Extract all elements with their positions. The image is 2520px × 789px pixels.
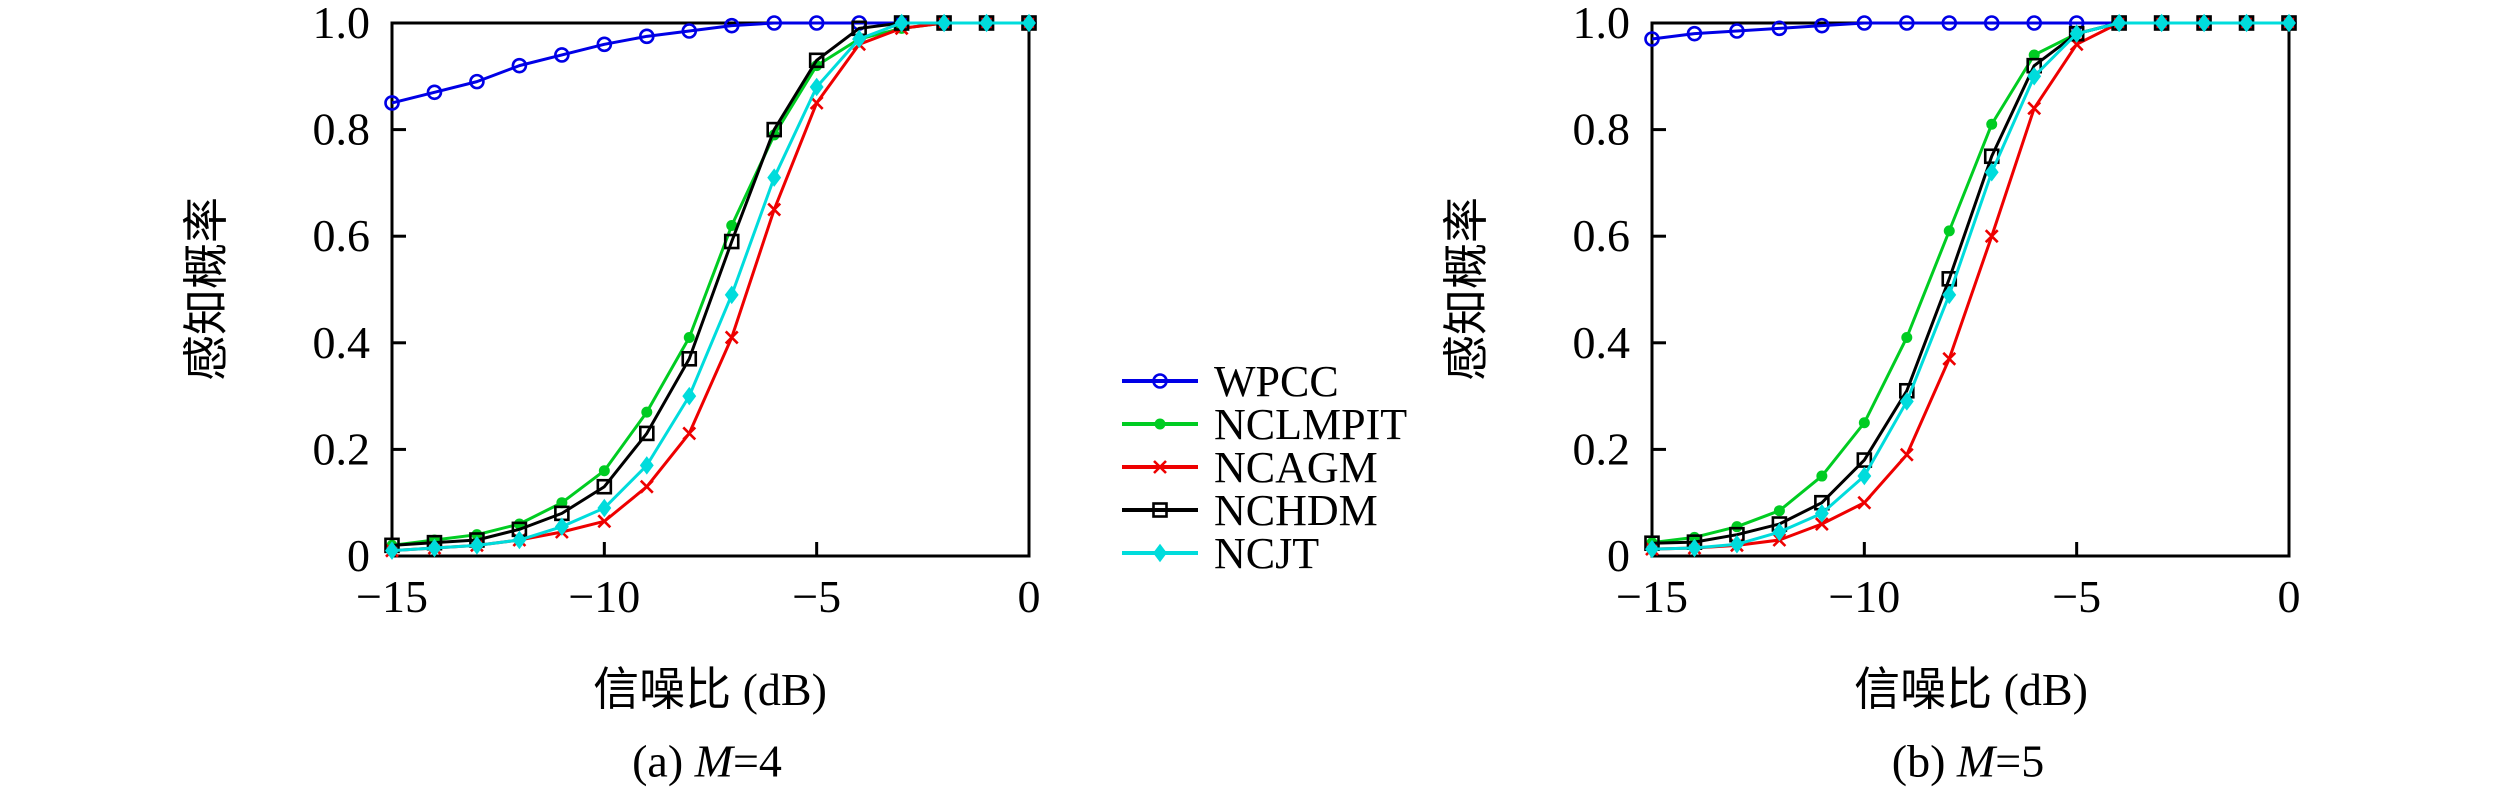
x-axis-label-left-chart: 信噪比 (dB)	[593, 664, 827, 715]
x-tick-label: −10	[568, 571, 640, 622]
caption-variable: M	[1956, 735, 1996, 787]
legend-label: NCLMPIT	[1214, 400, 1408, 449]
series-ncjt	[1645, 13, 2296, 559]
y-tick-label: 0.2	[313, 423, 371, 474]
y-tick-label: 0.2	[1573, 423, 1631, 474]
diamond-filled-legend-icon	[1122, 543, 1198, 563]
legend-label: WPCC	[1214, 357, 1339, 406]
series-ncjt	[385, 13, 1036, 560]
x-tick-label: −5	[2052, 571, 2101, 622]
caption-prefix: (a)	[632, 735, 695, 787]
caption-suffix: =4	[732, 735, 782, 787]
y-tick-label: 0	[1607, 530, 1630, 581]
legend-item-ncjt: NCJT	[1120, 529, 1407, 578]
square-open-legend-icon	[1122, 502, 1198, 518]
x-tick-label: −15	[1616, 571, 1688, 622]
y-axis-label-left-chart: 感知概率	[181, 197, 232, 381]
caption-prefix: (b)	[1891, 735, 1957, 787]
legend-label: NCHDM	[1214, 486, 1378, 535]
x-axis-label-right-chart: 信噪比 (dB)	[1854, 664, 2088, 715]
legend-label: NCJT	[1214, 529, 1320, 578]
y-axis-label-right-chart: 感知概率	[1441, 197, 1492, 381]
chart-m4-plot: 0 0.2 0.4 0.6 0.8 1.0 −15 −10 −5 0	[313, 0, 1041, 622]
chart-m5-plot: 0 0.2 0.4 0.6 0.8 1.0 −15 −10 −5 0	[1573, 0, 2301, 622]
x-tick-label: −5	[792, 571, 841, 622]
y-tick-label: 0.8	[1573, 104, 1631, 155]
y-tick-label: 0.4	[313, 317, 371, 368]
series-nclmpit	[386, 17, 1035, 551]
y-tick-label: 0.4	[1573, 317, 1631, 368]
y-tick-label: 0.6	[313, 210, 371, 261]
legend: WPCC NCLMPIT NCAGM NCHDM NCJT	[1120, 357, 1408, 578]
y-tick-label: 1.0	[313, 0, 371, 48]
legend-item-wpcc: WPCC	[1120, 357, 1407, 406]
x-tick-label: −15	[356, 571, 428, 622]
caption-suffix: =5	[1995, 735, 2045, 787]
x-legend-icon	[1122, 460, 1198, 474]
x-tick-label: 0	[1018, 571, 1041, 622]
x-tick-label: −10	[1828, 571, 1900, 622]
y-tick-label: 0.8	[313, 104, 371, 155]
caption-right-chart: (b) M=5	[1892, 735, 2044, 788]
circle-open-legend-icon	[1122, 373, 1198, 389]
legend-item-nclmpit: NCLMPIT	[1120, 400, 1408, 449]
series-nchdm	[1644, 15, 2297, 552]
series-ncagm	[1645, 16, 2296, 556]
y-tick-label: 0	[347, 530, 370, 581]
legend-item-nchdm: NCHDM	[1120, 486, 1407, 535]
x-tick-label: 0	[2278, 571, 2301, 622]
caption-variable: M	[694, 735, 733, 787]
caption-left-chart: (a) M=4	[632, 735, 782, 788]
series-ncagm	[385, 16, 1036, 558]
legend-label: NCAGM	[1214, 443, 1378, 492]
y-tick-label: 1.0	[1573, 0, 1631, 48]
y-tick-label: 0.6	[1573, 210, 1631, 261]
legend-item-ncagm: NCAGM	[1120, 443, 1407, 492]
series-nclmpit	[1646, 17, 2295, 549]
circle-filled-legend-icon	[1122, 418, 1198, 430]
